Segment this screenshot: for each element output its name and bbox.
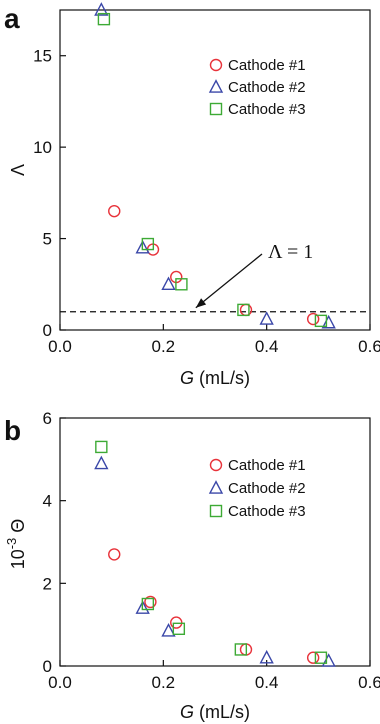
x-tick-label: 0.2 [152,673,176,692]
data-point [141,237,155,251]
panel-a: a 0.0 0.2 0.4 0.6 0 5 10 15 G (mL/s) Λ Λ = 1 Cathode… [4,2,380,388]
data-point [135,239,150,254]
panel-letter: a [4,3,20,34]
x-tick-label: 0.2 [152,337,176,356]
data-point [95,440,108,454]
data-point [314,651,328,664]
data-point [170,616,183,629]
data-point [94,455,109,470]
legend-marker [209,58,223,72]
data-point [108,548,121,561]
x-tick-label: 0.0 [48,337,72,356]
y-tick-label: 10 [33,138,52,157]
data-point [321,314,336,329]
data-point [161,623,176,637]
data-point [321,653,336,667]
legend-label: Cathode #1 [228,457,306,474]
y-tick-label: 2 [43,574,52,593]
data-point [237,303,250,317]
data-point [172,622,186,635]
legend-marker [209,504,223,518]
x-tick-label: 0.6 [358,337,380,356]
data-point [259,649,274,664]
panel-letter: b [4,415,21,446]
legend-marker [208,480,224,494]
legend-marker [208,79,224,93]
y-tick-label: 0 [43,321,52,340]
data-point [175,278,188,291]
data-point [161,276,176,291]
y-tick-label: 0 [43,657,52,676]
plot-frame [59,417,371,667]
data-point [314,314,328,328]
y-tick-label: 6 [43,409,52,428]
x-axis-title: G (mL/s) [180,368,250,388]
x-tick-label: 0.4 [255,337,279,356]
data-point [239,303,253,317]
legend-label: Cathode #3 [228,101,306,118]
y-tick-label: 5 [43,230,52,249]
y-axis-title: 10-3 Θ [4,519,28,570]
legend-label: Cathode #1 [228,57,306,74]
x-axis-title: G (mL/s) [180,702,250,722]
data-point [306,651,320,664]
annotation-label: Λ = 1 [268,241,313,263]
data-point [94,2,109,16]
annotation-arrowhead [195,298,207,308]
plot-frame [59,9,371,331]
y-tick-label: 15 [33,47,52,66]
x-tick-label: 0.4 [255,673,279,692]
data-point [108,204,121,218]
annotation-arrow [195,253,263,309]
x-tick-label: 0.0 [48,673,72,692]
data-point [234,643,248,656]
data-point [97,12,111,26]
panel-b: b 0.0 0.2 0.4 0.6 0 2 4 6 G (mL/s) 10-3 Θ Cathode #… [4,409,380,722]
y-tick-label: 4 [43,492,52,511]
data-point [144,595,157,609]
legend-label: Cathode #2 [228,79,306,96]
data-point [259,311,274,325]
legend-marker [209,458,223,472]
data-point [135,600,150,614]
legend-label: Cathode #2 [228,480,306,497]
x-tick-label: 0.6 [358,673,380,692]
data-point [306,312,320,326]
legend-marker [209,102,223,116]
y-axis-title: Λ [8,164,28,176]
data-point [141,597,155,611]
legend-label: Cathode #3 [228,503,306,520]
